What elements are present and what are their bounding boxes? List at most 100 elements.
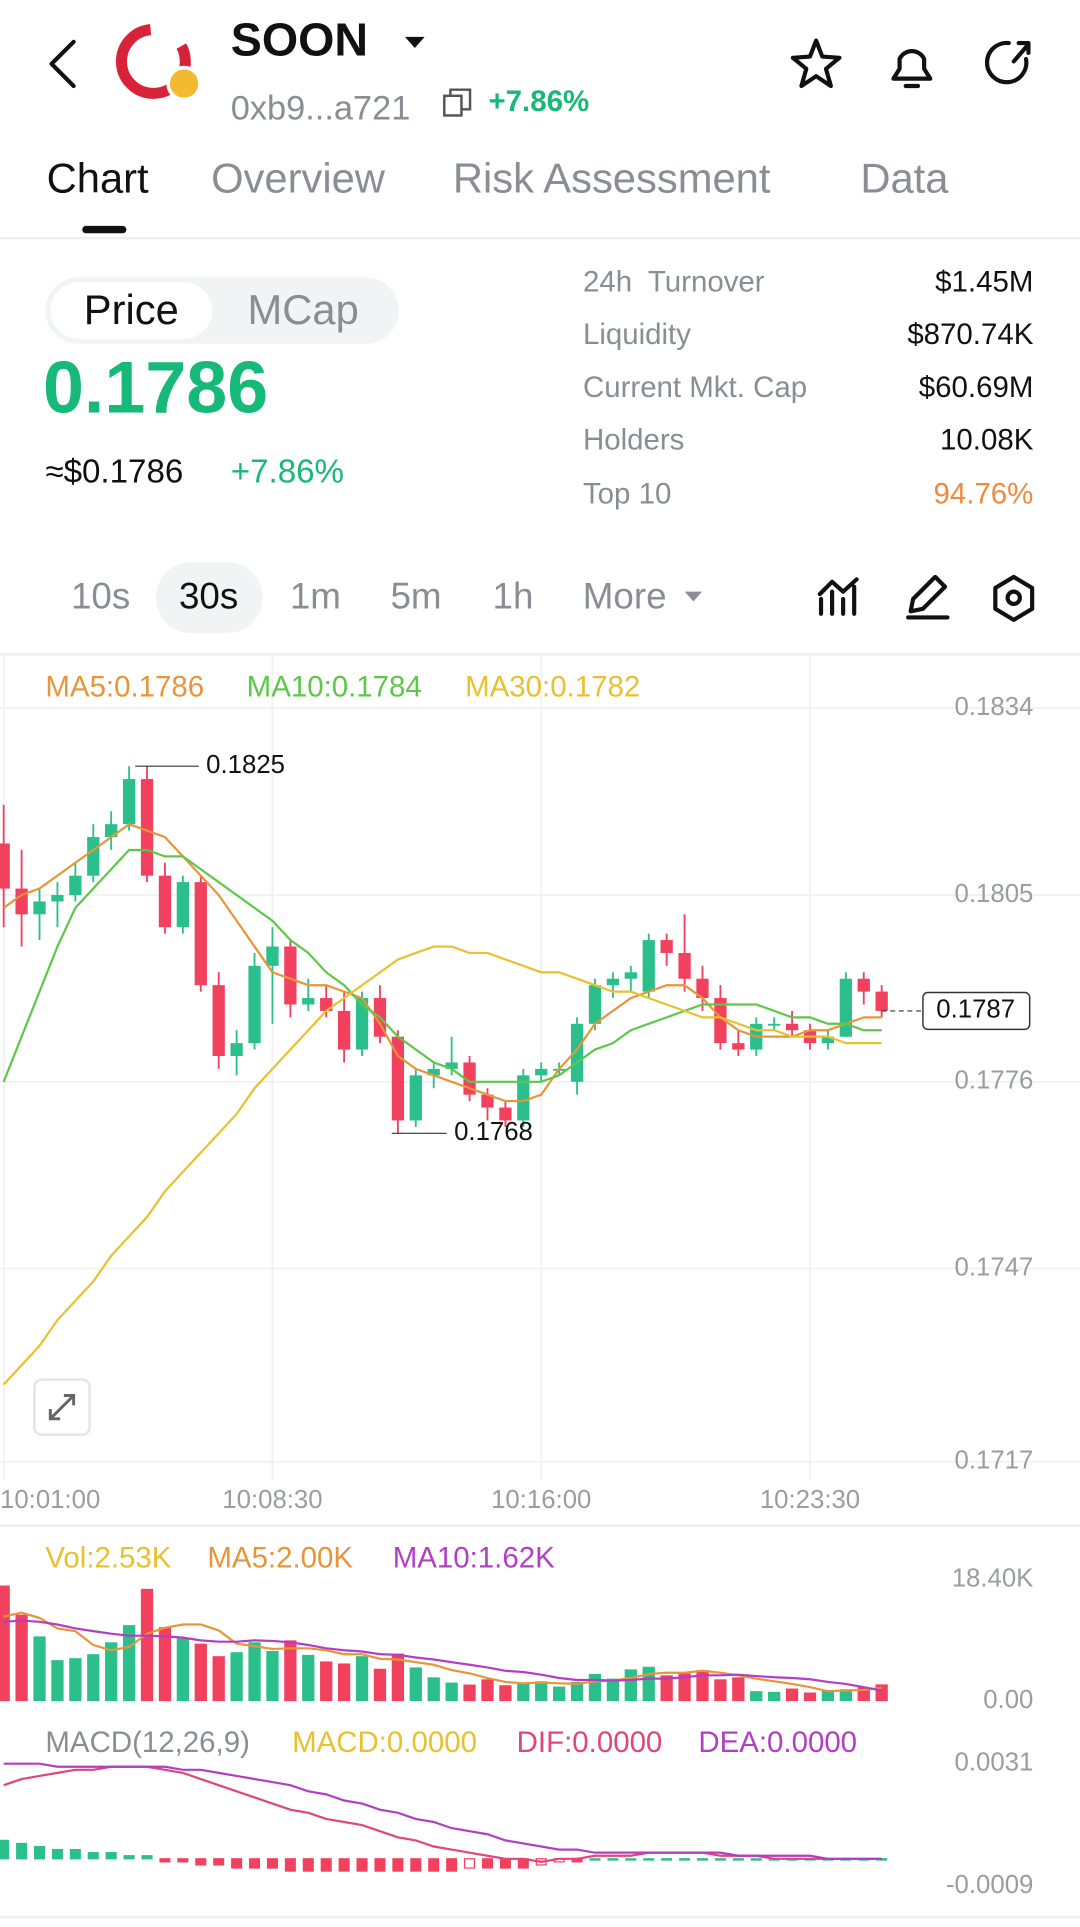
volume-bar — [499, 1685, 512, 1702]
draw-button[interactable] — [906, 574, 950, 620]
volume-bar — [821, 1690, 835, 1702]
legend-dea: DEA:0.0000 — [698, 1726, 857, 1759]
interval-active — [155, 562, 263, 634]
more-caret — [684, 591, 702, 602]
high-label: 0.1825 — [206, 751, 285, 779]
toggle-mcap[interactable]: MCap — [247, 286, 358, 333]
interval[interactable]: 30s — [179, 576, 238, 617]
tab-overview[interactable]: Overview — [211, 155, 386, 202]
macd-bar — [589, 1858, 601, 1861]
legend-vol-ma10: MA10:1.62K — [393, 1542, 555, 1575]
candle-body — [570, 1023, 584, 1082]
last-price-box — [922, 991, 1031, 1031]
volume-bar — [553, 1686, 566, 1702]
candle-body — [427, 1068, 440, 1076]
candle-body — [51, 895, 64, 902]
alert-button[interactable] — [891, 49, 933, 89]
candle-body — [714, 998, 727, 1044]
candle-body — [122, 779, 136, 825]
candle-body — [409, 1075, 422, 1121]
macd-bar — [249, 1858, 261, 1869]
macd-bar — [481, 1858, 493, 1869]
share-button[interactable] — [984, 40, 1031, 85]
y-tick-label: -0.0009 — [946, 1871, 1033, 1899]
macd-bar — [33, 1845, 46, 1860]
back-button[interactable] — [49, 39, 76, 89]
macd-bar — [16, 1842, 28, 1860]
symbol-dropdown[interactable] — [405, 36, 425, 48]
volume-bar — [750, 1691, 763, 1702]
chart-layer: 0.1834 0.1805 0.1776 0.1747 0.1717 10:01:00 10… — [0, 656, 1080, 1899]
macd-bar — [696, 1858, 709, 1861]
interval-more[interactable]: More — [583, 576, 667, 617]
candle-body — [33, 901, 46, 915]
ma-line — [2, 945, 882, 1386]
x-tick-label: 10:23:30 — [760, 1486, 860, 1514]
macd-bar — [714, 1858, 726, 1861]
volume-bar — [768, 1691, 781, 1702]
macd-bar — [177, 1858, 189, 1863]
volume-bar — [588, 1674, 602, 1702]
volume-bar — [732, 1677, 745, 1702]
legend-dif: DIF:0.0000 — [517, 1726, 663, 1759]
candle-body — [355, 998, 369, 1050]
tab-data[interactable]: Data — [860, 155, 949, 202]
macd-bar — [338, 1858, 350, 1872]
candle-body — [140, 779, 154, 876]
token-symbol[interactable]: SOON — [231, 13, 368, 65]
volume-title: Vol:2.53K — [45, 1542, 171, 1575]
candle-body — [732, 1043, 745, 1050]
volume-bar — [15, 1614, 28, 1702]
macd-title: MACD(12,26,9) — [45, 1726, 250, 1759]
macd-bar — [679, 1858, 691, 1861]
volume-bar — [248, 1642, 261, 1702]
volume-bar — [624, 1669, 637, 1702]
price-usd: ≈$0.1786 — [45, 454, 183, 491]
tab-risk[interactable]: Risk Assessment — [453, 155, 771, 202]
legend-ma30: MA30:0.1782 — [465, 670, 640, 703]
macd-line — [3, 1765, 882, 1863]
macd-bar — [123, 1855, 135, 1860]
interval[interactable]: 1h — [493, 576, 534, 617]
macd-bar — [231, 1858, 243, 1869]
candle-body — [678, 952, 691, 979]
settings-button[interactable] — [993, 574, 1035, 622]
volume-bar — [0, 1585, 10, 1702]
candle-body — [768, 1023, 781, 1026]
toggle-active — [50, 282, 213, 339]
macd-bar — [428, 1858, 440, 1872]
favorite-button[interactable] — [790, 38, 842, 89]
macd-bar — [87, 1852, 99, 1860]
y-tick-label: 0.1776 — [955, 1067, 1034, 1095]
volume-bar — [445, 1682, 458, 1702]
interval[interactable]: 1m — [290, 576, 341, 617]
legend-vol-ma5: MA5:2.00K — [207, 1542, 353, 1575]
macd-bar — [392, 1858, 404, 1872]
volume-bar — [158, 1627, 172, 1702]
volume-bar — [517, 1683, 530, 1702]
expand-button[interactable] — [33, 1378, 91, 1436]
macd-bar — [302, 1858, 314, 1872]
toggle-price[interactable]: Price — [84, 286, 179, 333]
volume-bar — [642, 1666, 655, 1702]
volume-bar — [481, 1679, 494, 1702]
candle-body — [660, 940, 673, 953]
tab-chart[interactable]: Chart — [47, 155, 149, 202]
token-address: 0xb9...a721 — [231, 90, 411, 128]
volume-bar — [105, 1642, 118, 1702]
macd-bar — [284, 1858, 296, 1872]
indicator-button[interactable] — [817, 577, 859, 616]
copy-icon[interactable] — [443, 88, 472, 117]
macd-bar — [464, 1858, 476, 1869]
interval[interactable]: 10s — [71, 576, 130, 617]
volume-bar — [409, 1667, 422, 1702]
interval[interactable]: 5m — [390, 576, 441, 617]
volume-bar — [266, 1650, 279, 1702]
volume-bar — [427, 1677, 440, 1702]
candle-body — [176, 882, 189, 928]
candle-body — [212, 985, 225, 1057]
volume-bar — [696, 1670, 709, 1702]
macd-bar — [195, 1858, 207, 1866]
candle-body — [696, 978, 709, 999]
